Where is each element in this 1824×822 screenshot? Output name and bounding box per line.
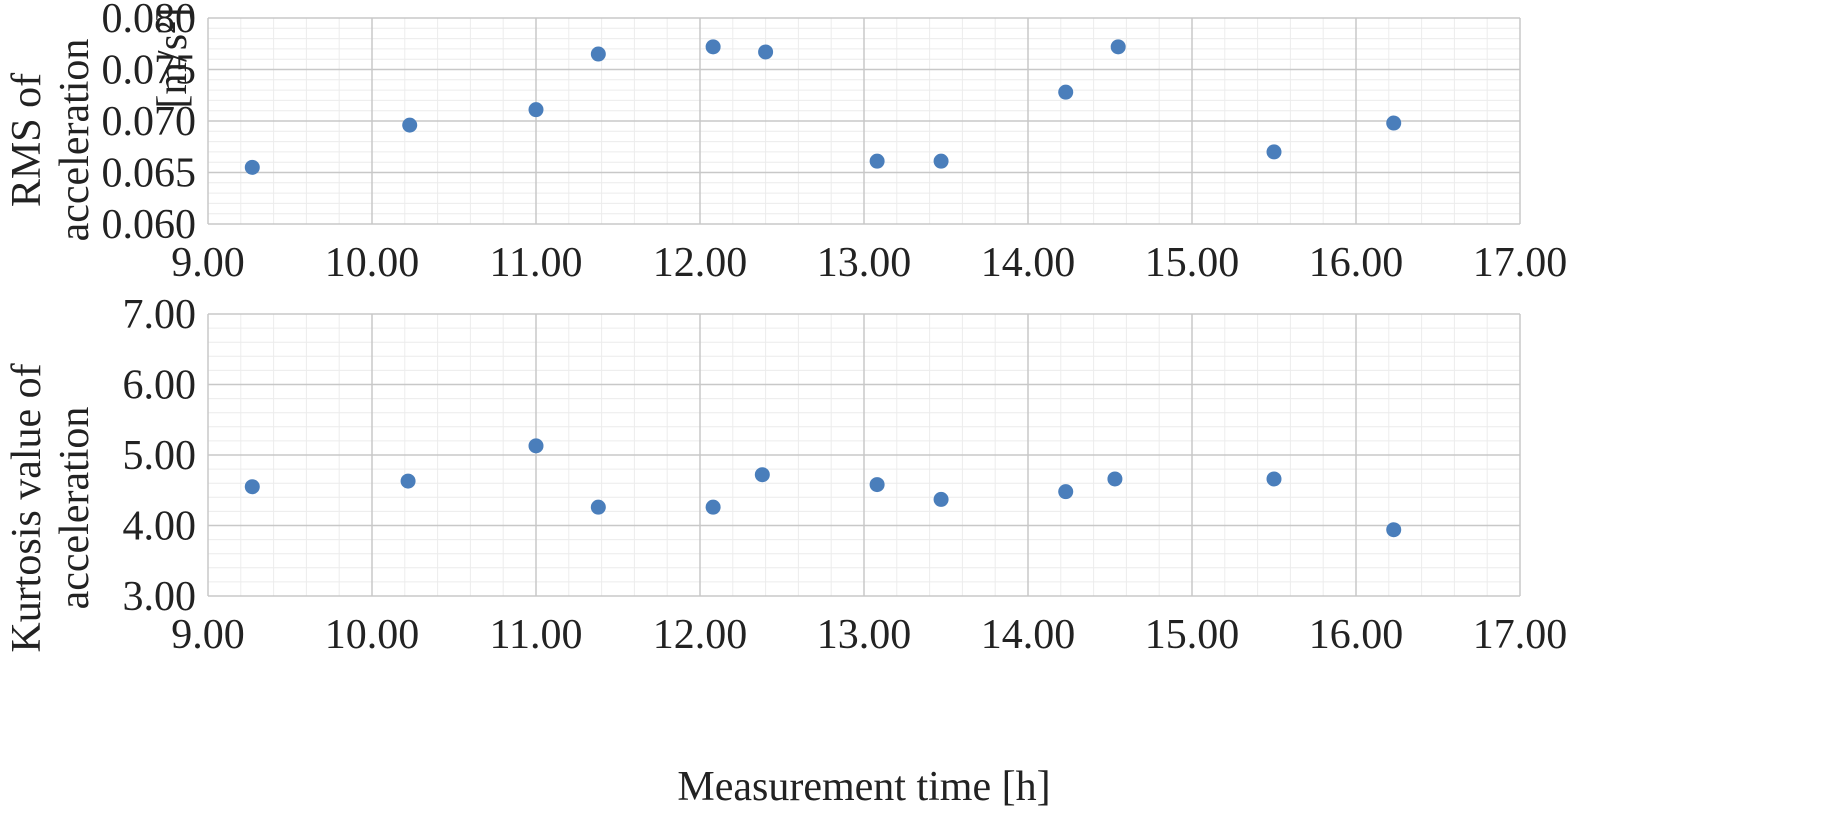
kurtosis-x-tick-label: 17.00 (1473, 612, 1568, 658)
kurtosis-data-point (1386, 522, 1402, 538)
rms-data-point (933, 153, 949, 169)
kurtosis-data-point (705, 499, 721, 515)
rms-data-point (402, 117, 418, 133)
kurtosis-grid (207, 313, 1521, 597)
kurtosis-x-tick-label: 9.00 (171, 612, 245, 658)
rms-data-point (705, 39, 721, 55)
rms-data-point (244, 159, 260, 175)
rms-x-tick-label: 15.00 (1145, 240, 1240, 286)
kurtosis-x-tick-label: 16.00 (1309, 612, 1404, 658)
kurtosis-x-tick-label: 15.00 (1145, 612, 1240, 658)
kurtosis-data-point (590, 499, 606, 515)
rms-data-point (758, 44, 774, 60)
rms-x-tick-label: 11.00 (490, 240, 583, 286)
rms-x-tick-label: 12.00 (653, 240, 748, 286)
kurtosis-x-tick-label: 11.00 (490, 612, 583, 658)
kurtosis-x-tick-label: 14.00 (981, 612, 1076, 658)
kurtosis-data-point (754, 467, 770, 483)
kurtosis-y-tick-label: 4.00 (123, 504, 197, 550)
rms-y-tick-label: 0.075 (102, 48, 197, 94)
kurtosis-data-point (1058, 484, 1074, 500)
rms-data-point (528, 102, 544, 118)
rms-y-tick-label: 0.070 (102, 99, 197, 145)
rms-ylabel-line-1: RMS of (4, 73, 50, 207)
kurtosis-data-point (1266, 471, 1282, 487)
kurtosis-ylabel-line-2: acceleration (52, 407, 98, 610)
kurtosis-x-tick-label: 13.00 (817, 612, 912, 658)
kurtosis-y-tick-label: 6.00 (123, 363, 197, 409)
kurtosis-data-point (869, 477, 885, 493)
rms-ylabel-line-2: acceleration (52, 39, 98, 242)
rms-y-tick-label: 0.065 (102, 151, 197, 197)
kurtosis-data-point (400, 473, 416, 489)
rms-x-tick-label: 10.00 (325, 240, 420, 286)
kurtosis-data-point (1107, 471, 1123, 487)
rms-x-tick-label: 17.00 (1473, 240, 1568, 286)
kurtosis-data-point (244, 479, 260, 495)
rms-data-point (869, 153, 885, 169)
rms-ylabel-unit: [m/s²] (150, 7, 196, 108)
kurtosis-y-tick-label: 5.00 (123, 433, 197, 479)
rms-x-tick-label: 16.00 (1309, 240, 1404, 286)
rms-y-tick-label: 0.060 (102, 202, 197, 248)
rms-data-point (1266, 144, 1282, 160)
rms-x-tick-label: 9.00 (171, 240, 245, 286)
rms-chart: RMS of acceleration [m/s²] 9.00 10.00 11.0… (4, 0, 1567, 286)
rms-data-point (1110, 39, 1126, 55)
rms-x-tick-label: 14.00 (981, 240, 1076, 286)
kurtosis-ylabel-line-1: Kurtosis value of (4, 363, 50, 652)
rms-data-point (590, 46, 606, 62)
kurtosis-y-tick-label: 7.00 (123, 292, 197, 338)
rms-grid (207, 17, 1521, 225)
x-axis-title: Measurement time [h] (677, 764, 1050, 810)
kurtosis-x-tick-label: 10.00 (325, 612, 420, 658)
rms-data-point (1386, 115, 1402, 131)
rms-data-point (1058, 84, 1074, 100)
kurtosis-data-point (933, 491, 949, 507)
kurtosis-y-tick-label: 3.00 (123, 574, 197, 620)
kurtosis-chart: Kurtosis value of acceleration Measureme… (4, 292, 1567, 810)
kurtosis-data-point (528, 438, 544, 454)
rms-x-tick-label: 13.00 (817, 240, 912, 286)
kurtosis-x-tick-label: 12.00 (653, 612, 748, 658)
rms-y-tick-label: 0.080 (102, 0, 197, 42)
